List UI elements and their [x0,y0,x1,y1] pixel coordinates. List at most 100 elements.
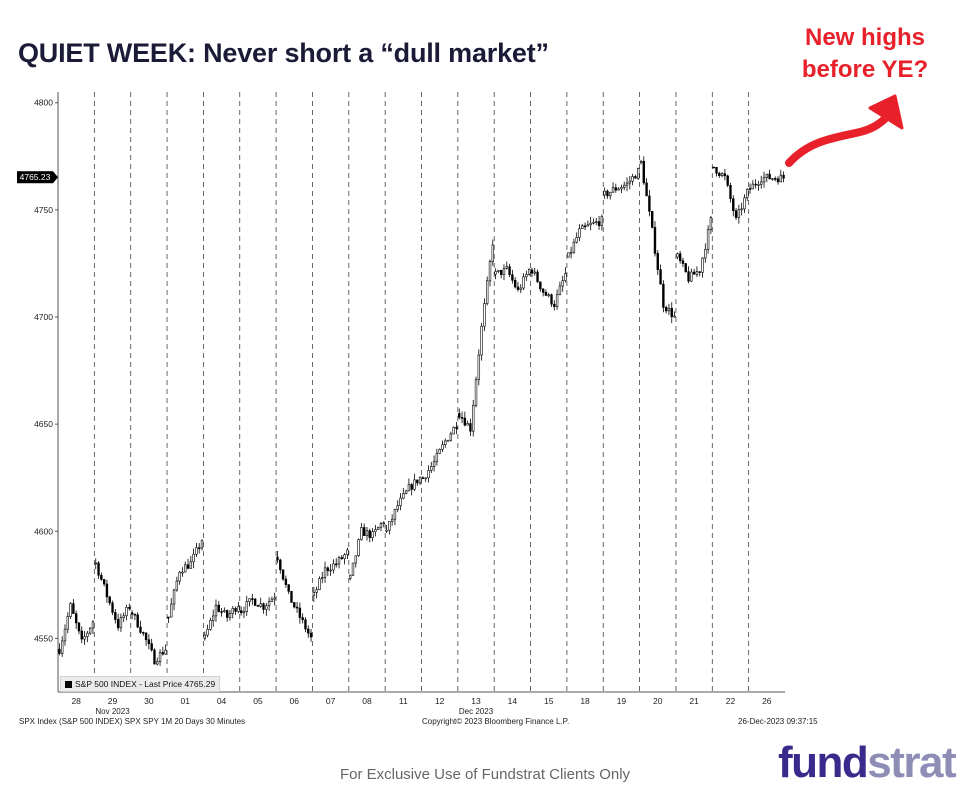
candle [304,617,307,633]
candle-body [335,563,338,566]
candle [231,606,234,619]
candle-body [371,531,374,538]
candle-body [527,268,531,275]
candle [390,514,394,526]
candle-body [133,613,137,616]
candle-body [704,249,707,259]
candle-body [390,518,394,522]
candle-body [175,580,179,591]
candle-body [326,567,330,572]
candle [368,528,371,543]
candle [544,289,548,296]
candle [748,183,752,194]
candle [108,595,111,606]
candle-body [466,423,469,426]
candle [396,500,399,513]
candle [360,522,363,541]
candle-body [589,222,592,226]
candle-body [746,189,749,199]
candle [184,561,187,573]
candle-body [519,287,522,290]
candle [172,588,176,611]
candle [237,602,240,614]
candle [527,268,531,276]
candle-body [692,271,696,275]
candle-body [307,628,310,634]
candle [128,603,131,611]
candle [595,217,598,226]
candle-body [184,564,187,573]
candle-body [614,187,618,191]
candle [77,622,81,635]
candle-body [337,557,341,565]
candle-body [729,185,732,200]
candle-body [776,178,780,183]
candle-body [111,602,114,613]
candle [270,596,274,602]
candle-body [748,188,752,190]
candle [315,586,318,599]
candle-body [592,221,595,224]
candle-body [388,521,391,531]
candle [754,179,757,189]
candle [617,187,620,191]
candle [209,617,212,631]
candle [267,597,271,611]
candle-body [259,603,262,607]
candle-body [161,652,165,655]
candle [424,477,427,482]
candle-body [662,283,665,308]
candle-body [301,617,304,621]
candle-body [718,172,721,176]
candle-body [329,569,332,572]
logo-part-fund: fund [778,738,869,787]
candle [323,561,327,583]
x-tick-label: 13 [471,696,481,706]
candle-body [698,271,701,273]
candle-body [508,266,511,275]
callout-arrow-icon [785,112,892,167]
candle-body [656,253,659,270]
candle [614,183,618,193]
candle [195,542,198,557]
candle [709,215,713,234]
candle [432,455,436,472]
chart-headline: QUIET WEEK: Never short a “dull market” [18,38,549,68]
candle [550,293,553,307]
x-tick-label: 15 [544,696,554,706]
candle [444,438,447,448]
candle [66,612,69,634]
candle [427,465,430,483]
candle [382,521,385,528]
candle-body [533,271,536,274]
candle [648,190,651,217]
candle [592,218,595,225]
candle-body [385,529,388,532]
candle [130,610,134,620]
candle [505,261,508,270]
candle-body [267,601,271,607]
footer-disclaimer: For Exclusive Use of Fundstrat Clients O… [339,766,631,783]
candle [147,634,151,650]
candle [687,266,690,284]
candle [662,280,665,313]
candle [670,302,673,324]
candle [116,613,120,631]
candle [259,597,262,608]
candle [575,232,578,244]
candle-body [354,555,357,564]
candle [564,267,567,283]
candle [603,187,606,199]
candle [164,644,167,655]
candle [642,156,645,185]
candle-body [139,626,142,633]
candle-body [376,526,380,530]
candle-body [687,271,690,282]
candle-body [362,527,366,536]
candle-body [418,476,422,484]
last-price-label: 4765.23 [20,172,51,182]
candle-body [505,266,508,269]
candle-body [488,261,492,282]
candle-body [167,616,170,619]
y-tick-label: 4600 [34,526,53,536]
